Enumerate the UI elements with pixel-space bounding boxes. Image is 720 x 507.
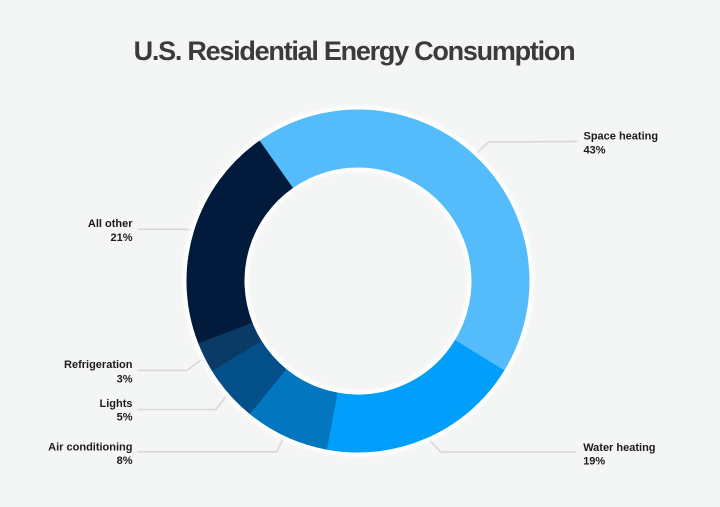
svg-text:U.S. Residential Energy Consum: U.S. Residential Energy Consumption (134, 36, 575, 66)
svg-text:21%: 21% (110, 232, 132, 244)
svg-text:Space heating: Space heating (584, 131, 659, 143)
svg-text:All other: All other (88, 218, 133, 230)
svg-text:Lights: Lights (100, 398, 133, 410)
svg-text:Water heating: Water heating (583, 442, 655, 454)
svg-text:Air conditioning: Air conditioning (48, 441, 132, 453)
svg-text:19%: 19% (583, 456, 605, 468)
svg-text:43%: 43% (584, 144, 606, 156)
svg-text:3%: 3% (117, 374, 133, 386)
svg-text:5%: 5% (117, 412, 133, 424)
svg-text:Refrigeration: Refrigeration (64, 359, 133, 371)
svg-text:8%: 8% (117, 455, 133, 467)
